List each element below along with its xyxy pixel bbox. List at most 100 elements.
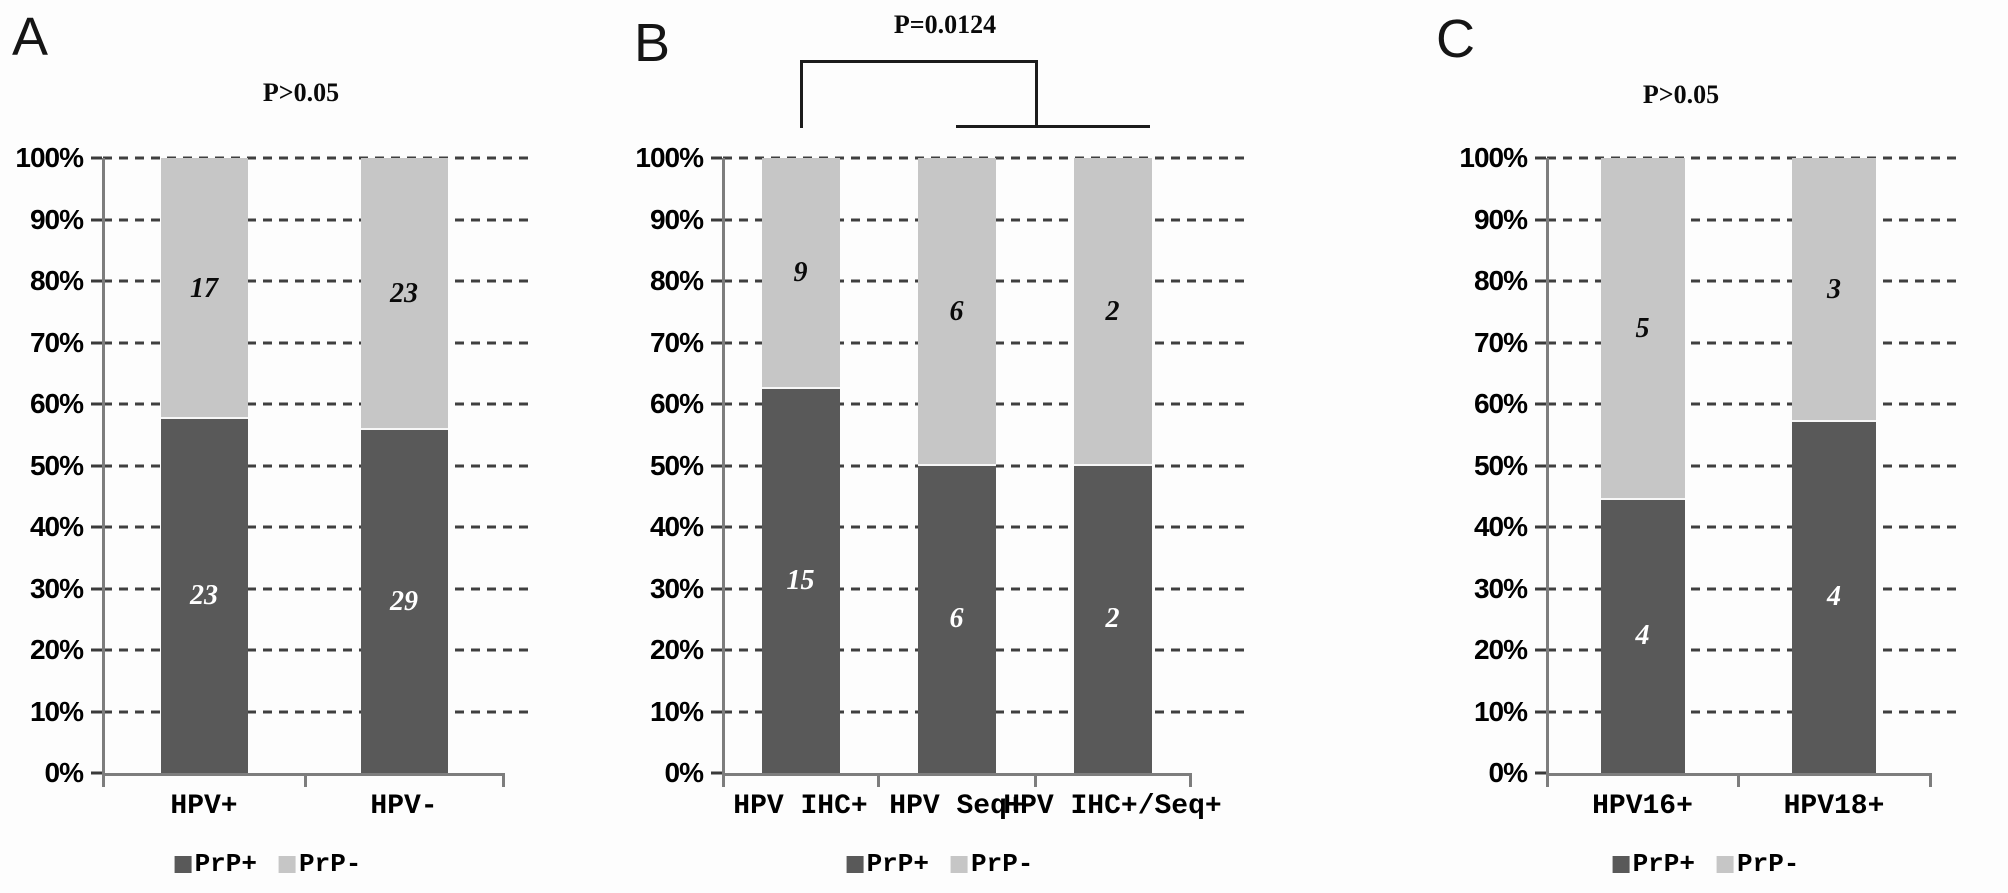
legend-item-prp-positive: PrP+ — [846, 851, 929, 877]
legend-label: PrP+ — [194, 849, 257, 879]
p-value-title: P=0.0124 — [893, 10, 997, 39]
x-axis-tick — [304, 773, 307, 787]
y-axis-tick — [711, 648, 722, 652]
bracket-left-drop — [800, 60, 803, 128]
legend: PrP+ PrP- — [174, 849, 361, 879]
y-axis-label: 50% — [29, 449, 84, 481]
y-axis-label: 90% — [1473, 203, 1528, 235]
y-axis-line — [722, 158, 725, 783]
gridline-40 — [1547, 525, 1958, 529]
y-axis-label: 30% — [1473, 572, 1528, 604]
gridline-50 — [103, 464, 535, 467]
y-axis-label: 20% — [1473, 634, 1528, 665]
gridline-10 — [103, 710, 535, 713]
prp-negative-swatch-icon — [1717, 855, 1734, 873]
y-axis-tick — [711, 218, 722, 221]
y-axis-label: 0% — [44, 757, 84, 788]
y-axis-label: 10% — [29, 695, 84, 727]
bracket-group-underline — [956, 125, 1150, 128]
y-axis-tick — [711, 402, 722, 406]
gridline-30 — [103, 587, 535, 590]
x-axis-tick — [1737, 773, 1740, 787]
gridline-100 — [103, 156, 535, 160]
prp-positive-swatch-icon — [1612, 855, 1630, 873]
legend: PrP+ PrP- — [1612, 849, 1800, 879]
legend-item-prp-negative: PrP- — [279, 851, 361, 877]
legend-item-prp-positive: PrP+ — [174, 849, 257, 879]
gridline-20 — [103, 648, 535, 652]
y-axis-label: 80% — [29, 265, 84, 296]
y-axis-tick — [1535, 587, 1546, 590]
category-label: HPV Seq+ — [889, 791, 1024, 822]
y-axis-label: 60% — [649, 388, 704, 419]
y-axis-label: 20% — [29, 634, 84, 665]
y-axis-tick — [91, 464, 102, 467]
x-axis-tick — [102, 773, 105, 787]
stacked-bar — [1073, 158, 1152, 773]
stacked-bar — [917, 158, 996, 773]
gridline-40 — [103, 525, 535, 529]
bar-value-label-prp-negative: 17 — [190, 272, 218, 304]
y-axis-tick — [711, 771, 722, 775]
y-axis-line — [102, 158, 105, 783]
bar-value-label-prp-positive: 15 — [786, 564, 815, 596]
bracket-right-drop — [1035, 60, 1038, 128]
bar-value-label-prp-negative: 6 — [949, 295, 964, 327]
y-axis-label: 30% — [649, 572, 704, 604]
category-label: HPV IHC+/Seq+ — [1003, 791, 1222, 822]
y-axis-tick — [91, 218, 102, 221]
category-label: HPV+ — [170, 791, 238, 822]
prp-positive-swatch-icon — [174, 855, 192, 873]
stacked-bar — [761, 158, 840, 773]
y-axis-tick — [1535, 341, 1546, 344]
y-axis-tick — [91, 279, 102, 283]
y-axis-label: 40% — [649, 511, 704, 542]
gridline-90 — [1547, 218, 1958, 221]
y-axis-label: 100% — [15, 142, 84, 173]
bar-segment-prp-positive — [360, 430, 448, 773]
legend: PrP+ PrP- — [846, 849, 1034, 879]
panel-letter: B — [634, 13, 671, 73]
y-axis-tick — [711, 156, 722, 160]
gridline-10 — [1547, 710, 1958, 713]
gridline-90 — [103, 218, 535, 221]
x-axis-tick — [877, 773, 880, 787]
y-axis-tick — [91, 156, 102, 160]
bar-value-label-prp-negative: 23 — [390, 278, 418, 309]
y-axis-label: 90% — [29, 203, 84, 235]
p-value-title: P>0.05 — [262, 78, 340, 107]
y-axis-tick — [1535, 156, 1546, 160]
prp-positive-swatch-icon — [846, 855, 864, 873]
y-axis-label: 40% — [1473, 511, 1528, 542]
bar-value-label-prp-negative: 3 — [1827, 273, 1841, 305]
legend-label: PrP- — [1737, 849, 1800, 879]
legend-label: PrP- — [971, 849, 1034, 879]
y-axis-tick — [711, 587, 722, 590]
y-axis-label: 100% — [635, 142, 704, 173]
y-axis-label: 0% — [664, 757, 704, 788]
gridline-80 — [103, 279, 535, 283]
gridline-20 — [1547, 648, 1958, 652]
bracket-top-line — [800, 60, 1038, 63]
category-label: HPV- — [370, 791, 438, 822]
x-axis-tick — [1929, 773, 1932, 787]
bar-value-label-prp-positive: 2 — [1105, 603, 1120, 635]
y-axis-tick — [1535, 218, 1546, 221]
x-axis-line — [723, 773, 1192, 776]
y-axis-tick — [91, 341, 102, 344]
y-axis-tick — [711, 525, 722, 529]
y-axis-tick — [711, 279, 722, 283]
y-axis-label: 50% — [649, 449, 704, 481]
y-axis-label: 20% — [649, 634, 704, 665]
category-label: HPV18+ — [1783, 791, 1885, 822]
panel-letter: A — [12, 7, 49, 67]
x-axis-tick — [1546, 773, 1549, 787]
gridline-60 — [1547, 402, 1958, 406]
bar-segment-prp-positive — [1073, 465, 1152, 773]
bar-value-label-prp-positive: 6 — [949, 603, 964, 635]
prp-negative-swatch-icon — [279, 855, 296, 873]
y-axis-tick — [1535, 710, 1546, 713]
bar-segment-prp-negative — [160, 158, 248, 420]
y-axis-label: 90% — [649, 203, 704, 235]
